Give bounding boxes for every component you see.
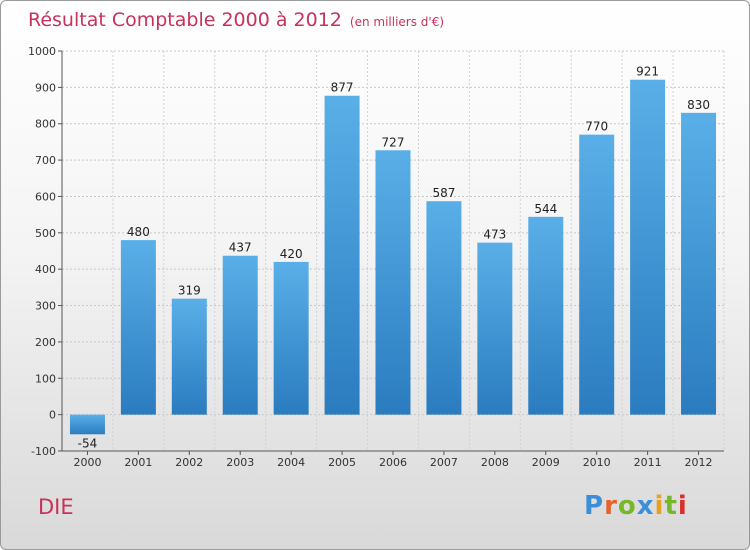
bar — [375, 150, 411, 415]
x-tick-label: 2004 — [277, 456, 305, 469]
bar — [222, 255, 258, 415]
data-label: 319 — [178, 284, 201, 298]
bar — [273, 261, 309, 415]
data-label: 877 — [331, 81, 354, 95]
bar — [426, 201, 462, 415]
bar — [69, 414, 105, 435]
bar — [528, 216, 564, 415]
x-tick-label: 2008 — [481, 456, 509, 469]
bars — [69, 79, 717, 435]
y-tick-label: 500 — [35, 227, 56, 240]
bar — [324, 95, 360, 415]
x-tick-label: 2003 — [226, 456, 254, 469]
y-tick-label: 200 — [35, 336, 56, 349]
x-tick-label: 2009 — [532, 456, 560, 469]
data-label: -54 — [78, 436, 98, 450]
data-label: 770 — [585, 120, 608, 134]
x-tick-label: 2012 — [685, 456, 713, 469]
x-tick-label: 2001 — [124, 456, 152, 469]
data-label: 830 — [687, 98, 710, 112]
x-tick-label: 2002 — [175, 456, 203, 469]
logo-letter: r — [604, 491, 618, 521]
x-tick-label: 2010 — [583, 456, 611, 469]
y-tick-label: 100 — [35, 372, 56, 385]
x-tick-label: 2000 — [73, 456, 101, 469]
data-label: 420 — [280, 247, 303, 261]
logo-letter: P — [584, 491, 605, 521]
proxiti-logo: Proxiti — [584, 491, 688, 521]
data-label: 473 — [483, 228, 506, 242]
y-tick-label: 700 — [35, 154, 56, 167]
place-name: DIE — [38, 495, 74, 519]
bar — [120, 240, 156, 415]
bar — [579, 134, 615, 415]
y-tick-label: 800 — [35, 118, 56, 131]
data-label: 437 — [229, 241, 252, 255]
bar — [681, 112, 717, 415]
data-labels: -54 480 319 437 420 877 727 587 473 544 770 921 830 — [78, 65, 710, 451]
x-tick-label: 2011 — [634, 456, 662, 469]
data-label: 480 — [127, 225, 150, 239]
x-tick-label: 2005 — [328, 456, 356, 469]
bar — [171, 298, 207, 415]
data-label: 727 — [382, 135, 405, 149]
y-tick-label: 900 — [35, 81, 56, 94]
y-tick-label: 300 — [35, 300, 56, 313]
chart-title-text: Résultat Comptable 2000 à 2012 — [28, 9, 342, 31]
bar — [630, 79, 666, 415]
y-tick-label: 600 — [35, 190, 56, 203]
axes: -100 0 100 200 300 400 500 600 700 800 900 1000 2000… — [28, 45, 724, 469]
logo-letter: i — [677, 491, 688, 521]
logo-letter: o — [617, 491, 637, 521]
logo-letter: t — [664, 491, 678, 521]
x-tick-label: 2007 — [430, 456, 458, 469]
data-label: 587 — [432, 186, 455, 200]
logo-letter: i — [654, 491, 665, 521]
y-tick-label: -100 — [31, 445, 56, 458]
data-label: 921 — [636, 65, 659, 79]
chart-title: Résultat Comptable 2000 à 2012 (en millie… — [28, 9, 444, 31]
chart-unit: (en milliers d'€) — [349, 15, 445, 29]
data-label: 544 — [534, 202, 557, 216]
y-tick-label: 400 — [35, 263, 56, 276]
bar — [477, 242, 513, 415]
grid-lines — [61, 50, 725, 452]
y-tick-label: 0 — [49, 409, 56, 422]
x-tick-label: 2006 — [379, 456, 407, 469]
logo-letter: x — [636, 491, 655, 521]
y-tick-label: 1000 — [28, 45, 56, 58]
